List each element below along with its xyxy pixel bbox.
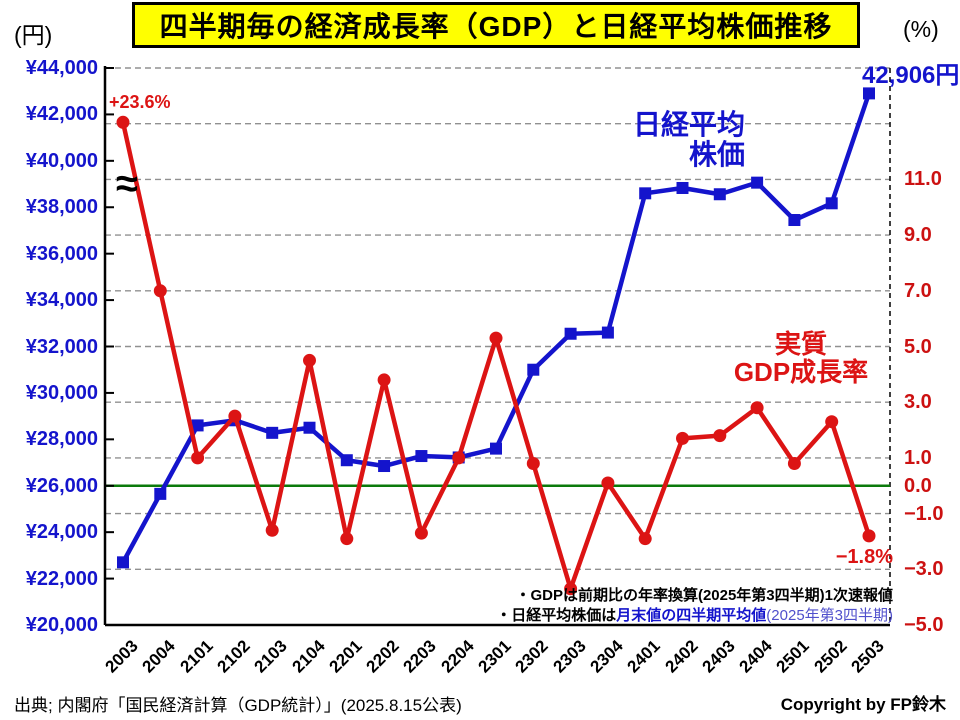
- right-axis-tick-label: 7.0: [904, 279, 932, 302]
- gdp-marker: [676, 431, 689, 445]
- left-axis-tick-label: ¥44,000: [25, 57, 98, 79]
- gdp-marker: [265, 523, 279, 537]
- gdp-marker: [601, 476, 615, 490]
- nikkei-marker: [266, 426, 279, 439]
- gdp-first-value-annotation: +23.6%: [109, 92, 171, 112]
- left-axis-tick-label: ¥26,000: [25, 474, 98, 497]
- copyright-notice: Copyright by FP鈴木: [780, 695, 946, 714]
- right-axis-tick-label: 3.0: [904, 391, 932, 414]
- footnote-nikkei-highlight: 月末値の四半期平均値: [616, 607, 767, 624]
- nikkei-marker: [490, 442, 502, 455]
- nikkei-marker: [564, 327, 577, 340]
- right-axis-tick-label: 1.0: [904, 446, 932, 469]
- left-axis-tick-label: ¥34,000: [25, 289, 98, 312]
- right-axis-tick-label: 11.0: [904, 168, 942, 191]
- gdp-marker: [228, 409, 242, 423]
- right-axis-unit: (%): [903, 16, 939, 42]
- nikkei-marker: [751, 176, 764, 189]
- nikkei-marker: [154, 487, 167, 500]
- chart-title-text: 四半期毎の経済成長率（GDP）と日経平均株価推移: [159, 11, 833, 42]
- right-axis-tick-label: −5.0: [904, 614, 944, 636]
- nikkei-marker: [788, 214, 801, 227]
- left-axis-tick-label: ¥36,000: [25, 242, 98, 265]
- gdp-marker: [862, 529, 876, 543]
- gdp-series-label-line1: 実質: [774, 329, 827, 359]
- left-axis-tick-label: ¥30,000: [25, 381, 98, 404]
- gdp-marker: [303, 353, 316, 367]
- nikkei-marker: [340, 454, 353, 467]
- nikkei-marker: [191, 419, 204, 432]
- left-axis-tick-label: ¥22,000: [25, 567, 98, 590]
- footnote-gdp: ・GDPは前期比の年率換算(2025年第3四半期)1次速報値: [515, 587, 893, 604]
- left-axis-tick-label: ¥38,000: [25, 196, 98, 219]
- nikkei-marker: [825, 197, 838, 210]
- left-axis-unit: (円): [14, 22, 53, 48]
- nikkei-marker: [601, 326, 614, 339]
- right-axis-tick-label: 9.0: [904, 224, 932, 247]
- footnote-nikkei-prefix: ・日経平均株価は: [496, 607, 617, 624]
- right-axis-tick-label: 0.0: [904, 474, 932, 497]
- nikkei-marker: [117, 556, 129, 569]
- gdp-marker: [116, 115, 130, 129]
- gdp-marker: [452, 451, 466, 465]
- gdp-marker: [526, 456, 540, 470]
- nikkei-marker: [415, 450, 428, 463]
- left-axis-tick-label: ¥20,000: [25, 614, 98, 636]
- gdp-marker: [153, 284, 167, 298]
- gdp-marker: [191, 451, 205, 465]
- left-axis-tick-label: ¥32,000: [25, 335, 98, 358]
- nikkei-series-label: 日経平均 株価: [595, 110, 745, 170]
- gdp-series-label-line2: GDP成長率: [733, 357, 869, 387]
- nikkei-series-label-line2: 株価: [688, 139, 745, 170]
- nikkei-line: [120, 91, 872, 565]
- nikkei-marker: [639, 187, 652, 200]
- axis-break-symbol: ≈: [116, 162, 138, 206]
- footnote-nikkei: ・日経平均株価は月末値の四半期平均値(2025年第3四半期): [463, 606, 893, 626]
- right-axis-tick-label: −3.0: [904, 558, 944, 581]
- nikkei-series-label-line1: 日経平均: [632, 109, 745, 140]
- right-axis-tick-label: 5.0: [904, 335, 932, 358]
- source-citation: 出典; 内閣府「国民経済計算（GDP統計）」(2025.8.15公表): [14, 696, 462, 715]
- gdp-marker: [787, 456, 801, 470]
- gdp-marker: [825, 415, 839, 429]
- gdp-marker: [414, 526, 428, 540]
- nikkei-marker: [378, 460, 391, 473]
- gdp-marker: [340, 532, 354, 546]
- gdp-marker: [377, 373, 391, 387]
- nikkei-marker: [303, 421, 316, 434]
- footnote-nikkei-period: (2025年第3四半期): [766, 607, 893, 624]
- gdp-marker: [638, 532, 652, 546]
- left-axis-tick-label: ¥40,000: [25, 149, 98, 172]
- footnotes: ・GDPは前期比の年率換算(2025年第3四半期)1次速報値 ・日経平均株価は月…: [463, 586, 893, 626]
- right-axis-tick-label: −1.0: [904, 502, 944, 525]
- chart-title: 四半期毎の経済成長率（GDP）と日経平均株価推移: [132, 2, 860, 48]
- gdp-marker: [564, 582, 578, 596]
- left-axis-tick-label: ¥42,000: [25, 103, 98, 126]
- nikkei-last-value-annotation: 42,906円: [862, 62, 960, 89]
- left-axis-tick-label: ¥28,000: [25, 428, 98, 451]
- gdp-series-label: 実質 GDP成長率: [716, 330, 886, 386]
- nikkei-marker: [527, 363, 540, 376]
- nikkei-marker: [713, 188, 726, 201]
- left-axis-tick-label: ¥24,000: [25, 521, 98, 544]
- gdp-marker: [713, 429, 727, 443]
- gdp-last-value-annotation: −1.8%: [835, 546, 893, 568]
- nikkei-marker: [863, 87, 875, 100]
- gdp-marker: [489, 331, 503, 345]
- gdp-marker: [750, 401, 764, 415]
- nikkei-marker: [676, 181, 689, 194]
